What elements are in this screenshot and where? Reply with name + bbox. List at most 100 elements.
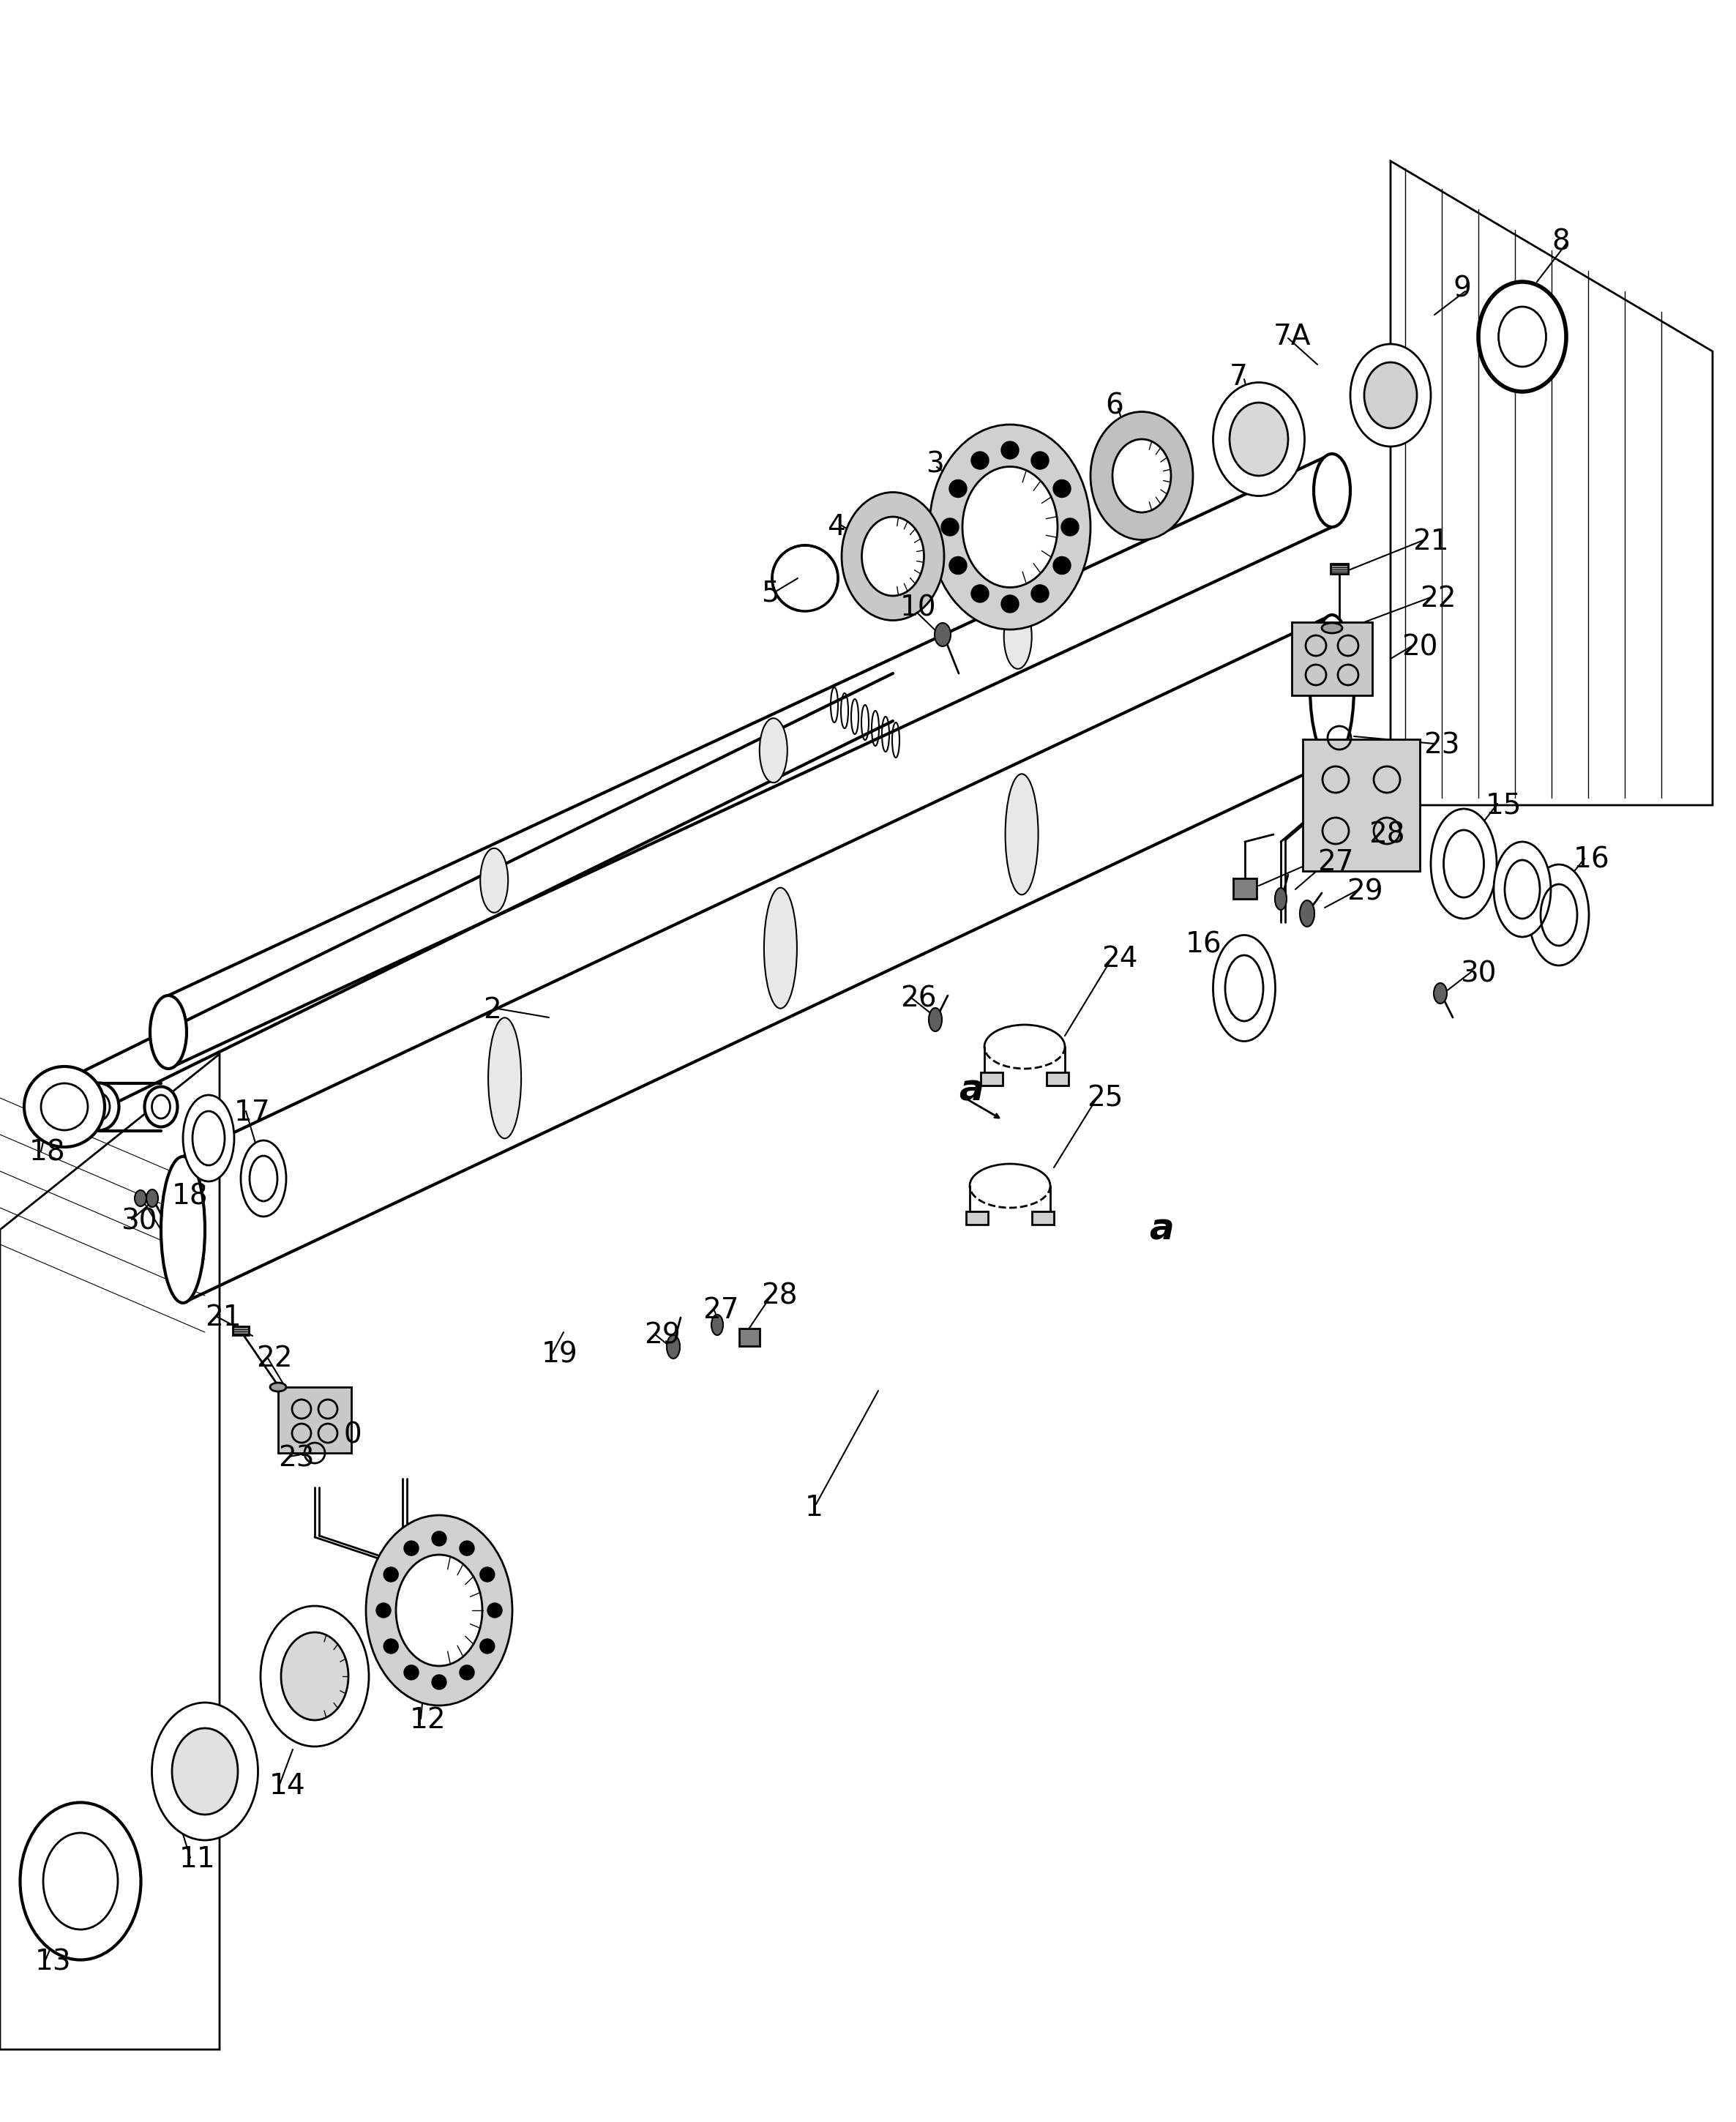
Text: 21: 21 [1413,528,1450,556]
Ellipse shape [1314,454,1351,526]
Ellipse shape [1364,363,1417,429]
Ellipse shape [144,1086,177,1127]
Text: 27: 27 [1318,849,1354,876]
Text: 6: 6 [1106,393,1123,420]
Bar [740,1328,760,1345]
Circle shape [24,1067,104,1148]
Ellipse shape [481,849,509,912]
Ellipse shape [488,1019,521,1137]
Bar [981,1072,1003,1086]
Circle shape [432,1532,446,1547]
Text: 26: 26 [901,985,936,1012]
Circle shape [941,518,958,537]
Circle shape [377,1602,391,1617]
Bar [965,1212,988,1224]
Ellipse shape [281,1632,349,1721]
Ellipse shape [151,1702,259,1840]
Circle shape [970,452,990,469]
Ellipse shape [78,1082,120,1131]
Ellipse shape [712,1316,724,1335]
Text: 15: 15 [1486,792,1522,819]
Circle shape [1002,594,1019,613]
Circle shape [460,1541,474,1555]
Bar [1330,564,1349,573]
Ellipse shape [149,995,187,1069]
Circle shape [479,1568,495,1581]
Circle shape [384,1568,398,1581]
Text: 25: 25 [1087,1084,1123,1112]
Ellipse shape [271,1384,286,1392]
Text: 22: 22 [257,1345,292,1373]
Text: 10: 10 [901,594,936,622]
Ellipse shape [1430,808,1496,919]
Text: 30: 30 [1460,959,1496,987]
Circle shape [1002,441,1019,458]
Text: 20: 20 [1401,634,1437,662]
Ellipse shape [1229,403,1288,475]
Circle shape [1054,480,1071,497]
Ellipse shape [760,717,788,783]
Text: 8: 8 [1552,227,1569,255]
Polygon shape [0,1055,219,2050]
Ellipse shape [1003,605,1031,668]
Text: 7A: 7A [1274,323,1311,350]
Text: 22: 22 [1420,586,1457,613]
Bar [1031,1212,1054,1224]
Text: 21: 21 [205,1303,241,1330]
Text: 13: 13 [35,1948,71,1976]
Circle shape [479,1638,495,1653]
Ellipse shape [1311,615,1354,762]
Circle shape [384,1638,398,1653]
Ellipse shape [842,492,944,620]
Ellipse shape [260,1606,368,1746]
Circle shape [1031,452,1049,469]
Ellipse shape [135,1190,146,1205]
Circle shape [432,1674,446,1689]
Ellipse shape [1274,887,1286,910]
Ellipse shape [667,1335,681,1358]
Text: 7: 7 [1229,363,1248,390]
Circle shape [950,480,967,497]
Text: 2: 2 [483,995,502,1025]
Text: a: a [958,1074,984,1108]
Ellipse shape [1090,412,1193,539]
Circle shape [404,1666,418,1681]
Text: 19: 19 [542,1341,578,1369]
Ellipse shape [929,1008,943,1031]
Ellipse shape [1351,344,1430,446]
Bar [278,1388,351,1454]
Ellipse shape [241,1140,286,1216]
Ellipse shape [172,1727,238,1814]
Text: 23: 23 [1424,732,1460,760]
Text: 30: 30 [122,1207,156,1235]
Text: 24: 24 [1101,944,1137,972]
Text: 0: 0 [344,1422,363,1449]
Text: 23: 23 [278,1445,314,1473]
Ellipse shape [1493,842,1550,938]
Text: 18: 18 [30,1140,66,1167]
Text: 29: 29 [644,1322,681,1350]
Ellipse shape [21,1802,141,1961]
Circle shape [950,556,967,575]
Circle shape [460,1666,474,1681]
Text: 28: 28 [1368,821,1404,849]
Bar [1047,1072,1069,1086]
Text: 17: 17 [234,1099,271,1127]
Ellipse shape [366,1515,512,1706]
Ellipse shape [1321,624,1342,632]
Ellipse shape [161,1156,205,1303]
Ellipse shape [861,518,924,596]
Ellipse shape [929,424,1090,630]
Text: 12: 12 [410,1706,446,1734]
Bar [1233,879,1257,900]
Circle shape [1054,556,1071,575]
Ellipse shape [1113,439,1172,511]
Text: 27: 27 [703,1297,740,1324]
Ellipse shape [396,1555,483,1666]
Circle shape [970,586,990,603]
Ellipse shape [1529,864,1588,966]
Ellipse shape [1300,900,1314,927]
Bar [1302,738,1420,870]
Polygon shape [1391,161,1713,804]
Circle shape [1031,586,1049,603]
